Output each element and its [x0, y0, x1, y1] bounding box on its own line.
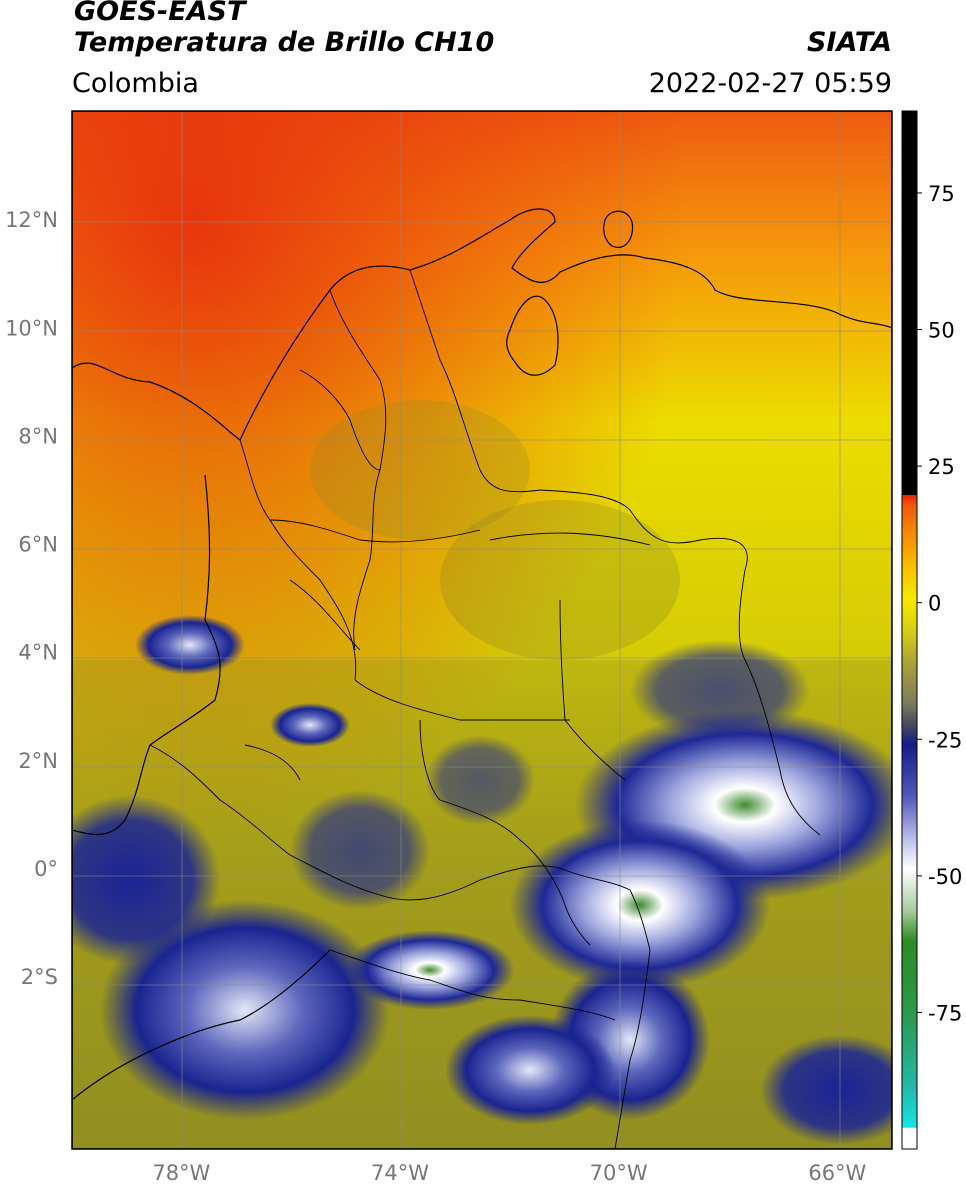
lon-label: 78°W: [152, 1161, 210, 1185]
lat-label: 4°N: [18, 641, 58, 665]
lon-label: 74°W: [371, 1161, 429, 1185]
colorbar-tick-label: 25: [928, 455, 955, 479]
lat-label: 2°N: [18, 749, 58, 773]
longitude-labels: 78°W 74°W 70°W 66°W: [152, 1161, 866, 1185]
lat-label: 12°N: [5, 208, 58, 232]
lat-label: 10°N: [5, 316, 58, 340]
colorbar-tick-label: 75: [928, 182, 955, 206]
map-frame: [71, 110, 893, 1150]
lat-label: 8°N: [18, 424, 58, 448]
region-label: Colombia: [72, 68, 199, 99]
organization-label: SIATA: [806, 27, 892, 58]
colorbar-tick-label: -75: [928, 1001, 962, 1025]
product-title: Temperatura de Brillo CH10: [74, 27, 495, 58]
coastlines: [72, 208, 892, 1101]
lon-label: 70°W: [590, 1161, 648, 1185]
lat-label: 0°: [34, 857, 58, 881]
colorbar-tick-label: 50: [928, 319, 955, 343]
lat-label: 6°N: [18, 533, 58, 557]
colorbar: [901, 110, 918, 1150]
lon-label: 66°W: [808, 1161, 866, 1185]
colorbar-tick-label: -25: [928, 728, 962, 752]
colorbar-ticks: 75 50 25 0 -25 -50 -75: [917, 182, 962, 1025]
latitude-labels: 12°N 10°N 8°N 6°N 4°N 2°N 0° 2°S: [5, 208, 58, 989]
political-borders: [149, 269, 821, 1149]
satellite-title: GOES-EAST: [74, 0, 246, 27]
lat-label: 2°S: [21, 965, 58, 989]
colorbar-tick-label: -50: [928, 865, 962, 889]
colorbar-tick-label: 0: [928, 592, 941, 616]
timestamp-label: 2022-02-27 05:59: [648, 68, 892, 99]
brightness-temperature-field: [72, 111, 892, 1149]
